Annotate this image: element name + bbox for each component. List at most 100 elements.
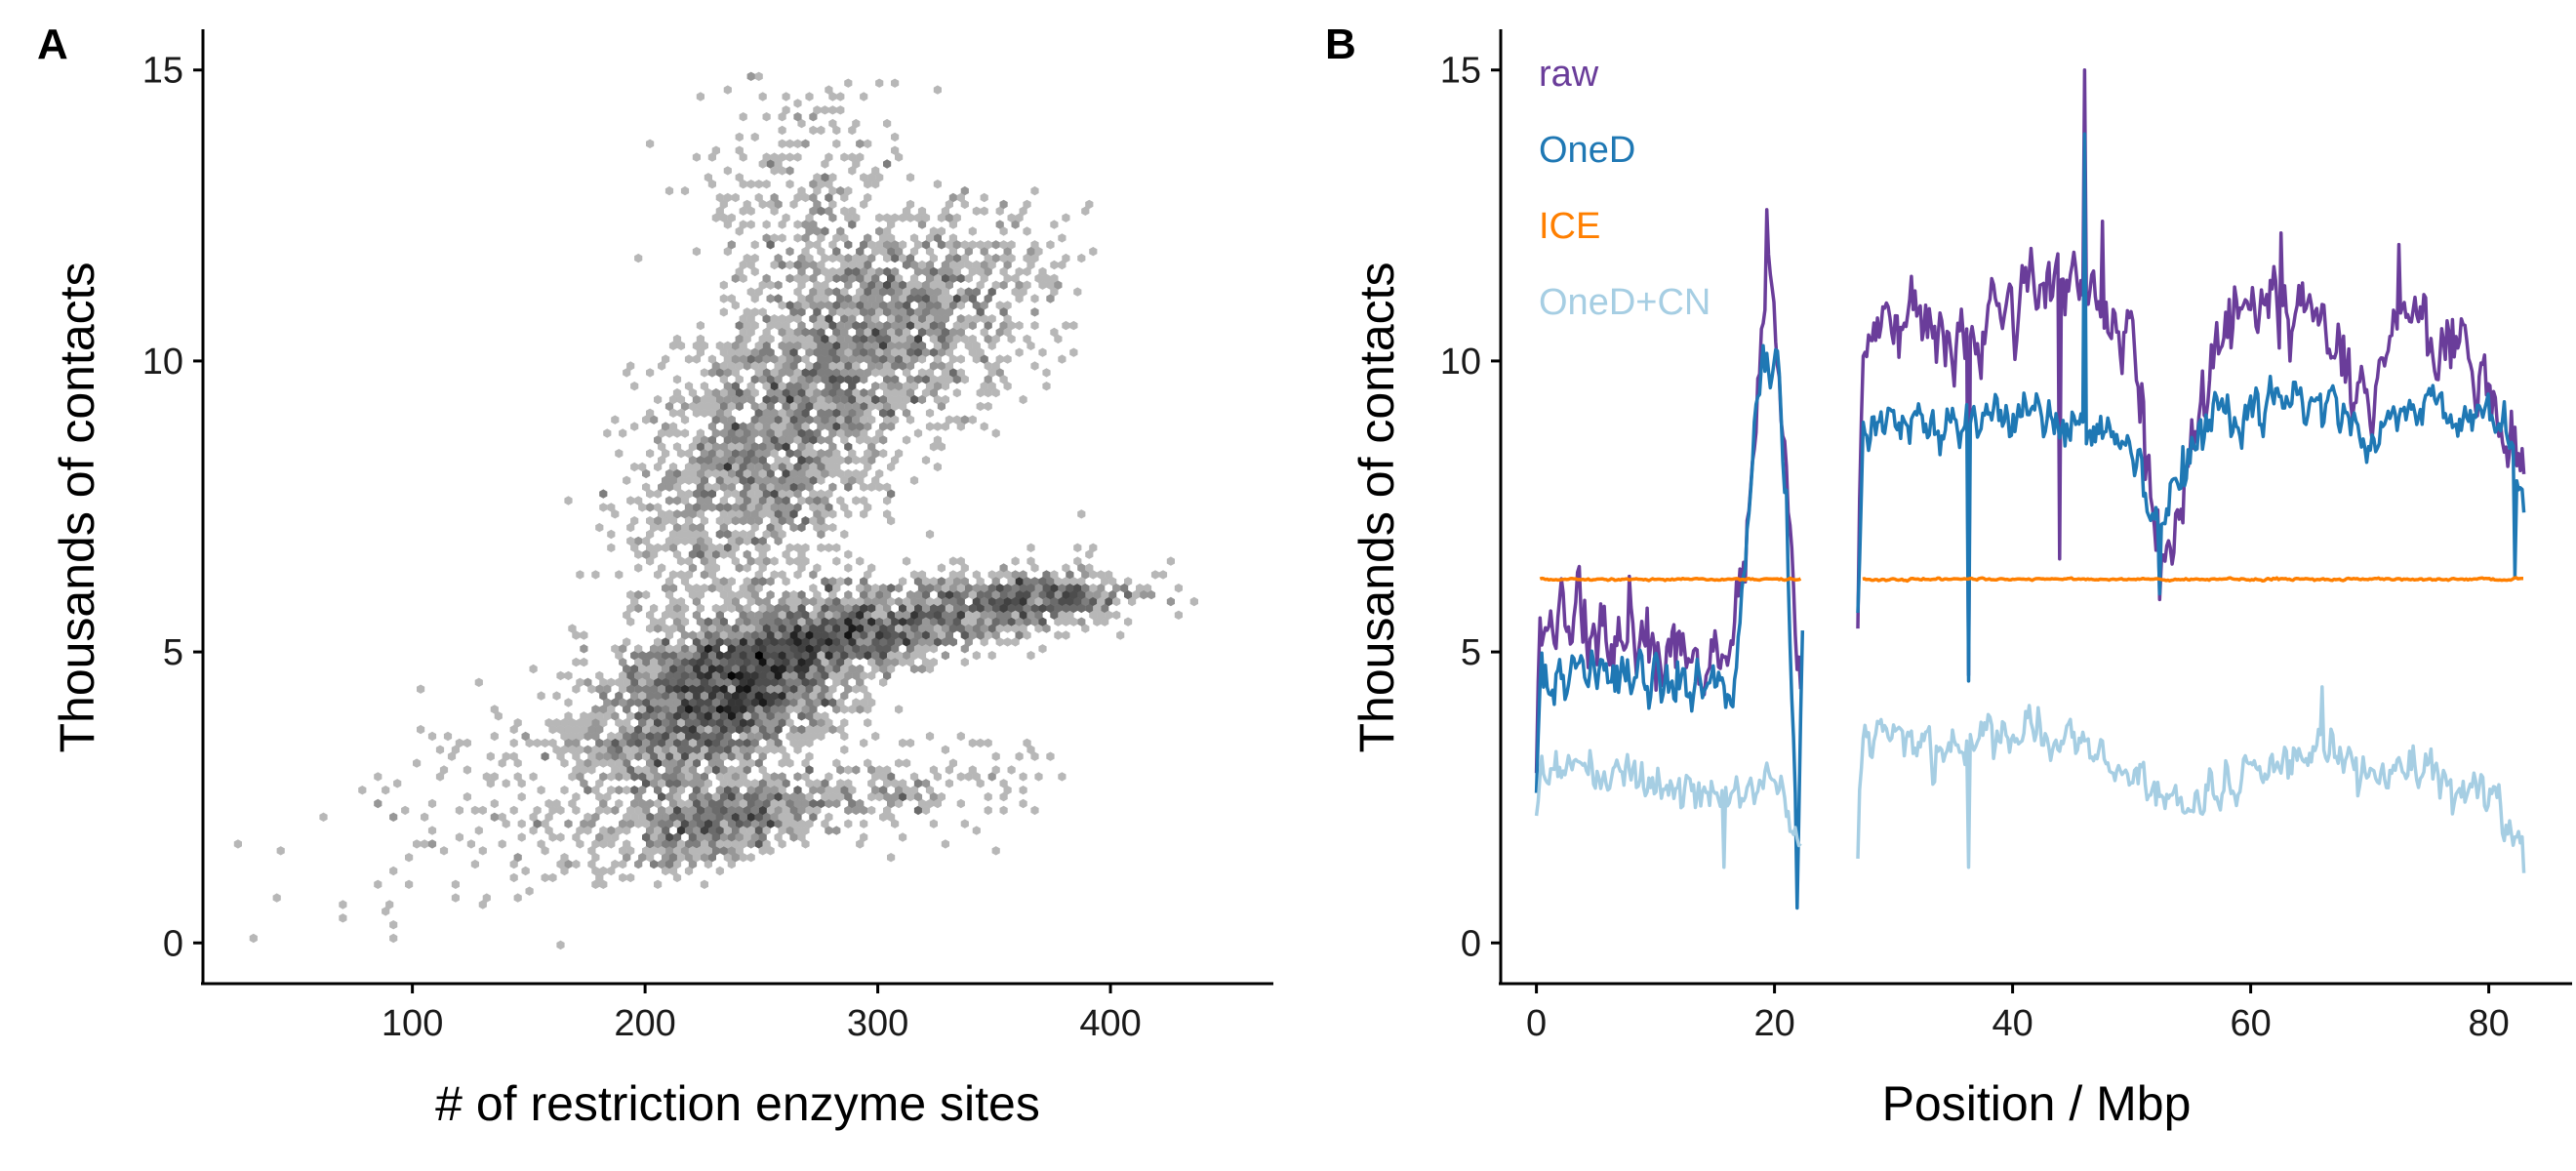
hex-cell	[848, 475, 857, 485]
hex-cell	[498, 812, 506, 822]
hex-cell	[766, 199, 775, 210]
hex-cell	[921, 307, 931, 317]
hex-cell	[758, 199, 767, 210]
hex-cell	[719, 819, 728, 828]
hex-cell	[774, 199, 783, 210]
hex-cell	[875, 307, 884, 317]
hex-cell	[762, 718, 771, 728]
hex-cell	[960, 253, 969, 263]
hex-cell	[556, 751, 565, 761]
hex-cell	[797, 805, 806, 816]
hex-cell	[664, 711, 674, 721]
hex-cell	[929, 294, 938, 303]
hex-cell	[844, 320, 853, 331]
hex-cell	[887, 233, 896, 243]
hex-cell	[707, 368, 716, 378]
hex-cell	[696, 779, 704, 788]
hex-cell	[941, 610, 949, 620]
hex-cell	[828, 509, 837, 519]
hex-cell	[587, 819, 596, 828]
hex-cell	[646, 449, 655, 459]
hex-cell	[727, 779, 736, 788]
hex-cell	[1097, 596, 1106, 607]
hex-cell	[662, 624, 670, 633]
hex-cell	[836, 670, 845, 681]
hex-cell	[1003, 610, 1012, 620]
hex-cell	[785, 651, 794, 661]
hex-cell	[840, 301, 849, 310]
hex-cell	[634, 644, 643, 654]
hex-cell	[891, 644, 900, 654]
hex-cell	[623, 731, 631, 742]
hex-cell	[715, 786, 724, 795]
hex-cell	[875, 657, 884, 667]
hex-cell	[762, 556, 771, 566]
hex-cell	[746, 798, 755, 809]
hex-cell	[707, 435, 716, 445]
hex-cell	[999, 199, 1008, 210]
hex-cell	[984, 617, 992, 626]
hex-cell	[956, 556, 965, 566]
hex-cell	[906, 361, 915, 371]
hex-cell	[832, 462, 841, 472]
hex-cell	[727, 347, 736, 357]
hex-cell	[1026, 596, 1035, 607]
hex-cell	[805, 630, 814, 640]
hex-cell	[925, 260, 935, 270]
hex-cell	[1050, 287, 1059, 297]
hex-cell	[801, 677, 810, 687]
hex-cell	[1108, 589, 1117, 600]
hex-cell	[711, 751, 720, 761]
hex-cell	[825, 543, 833, 552]
hex-cell	[793, 287, 802, 297]
hex-cell	[832, 382, 841, 391]
hex-cell	[956, 314, 965, 324]
hex-cell	[774, 415, 783, 424]
hex-cell	[1046, 577, 1055, 586]
hex-cell	[828, 589, 837, 600]
hex-cell	[758, 334, 767, 344]
hex-cell	[711, 428, 720, 438]
hex-cell	[832, 637, 841, 647]
hex-cell	[688, 805, 698, 816]
hex-cell	[809, 718, 818, 728]
hex-cell	[711, 549, 720, 559]
hex-cell	[945, 779, 953, 788]
hex-cell	[832, 233, 841, 243]
series-line-oned-cn	[1534, 748, 1802, 869]
hex-cell	[630, 731, 639, 742]
hex-cell	[642, 832, 651, 842]
hex-cell	[801, 731, 810, 742]
hex-cell	[758, 684, 767, 694]
hex-cell	[646, 651, 655, 661]
hex-cell	[1066, 610, 1074, 620]
hex-cell	[750, 657, 759, 667]
hex-cell	[735, 375, 744, 384]
hex-cell	[887, 651, 896, 661]
hex-cell	[891, 375, 900, 384]
hex-cell	[793, 327, 802, 338]
hex-cell	[626, 751, 635, 761]
hex-cell	[778, 422, 786, 431]
hex-cell	[976, 266, 985, 277]
hex-cell	[933, 301, 942, 310]
hex-cell	[715, 745, 724, 754]
hex-cell	[758, 698, 767, 707]
hex-cell	[743, 253, 751, 263]
hex-cell	[715, 798, 724, 809]
hex-cell	[626, 603, 635, 614]
hex-cell	[774, 791, 783, 802]
hex-cell	[945, 415, 953, 424]
hex-cell	[825, 354, 833, 364]
hex-cell	[941, 394, 949, 405]
hex-cell	[813, 589, 822, 600]
hex-cell	[828, 240, 837, 250]
hex-cell	[719, 482, 728, 492]
hex-cell	[789, 334, 798, 344]
hex-cell	[999, 603, 1008, 614]
hex-cell	[785, 273, 794, 283]
hex-cell	[739, 798, 747, 809]
hex-cell	[668, 745, 678, 754]
hex-cell	[948, 624, 957, 633]
hex-cell	[875, 644, 884, 654]
